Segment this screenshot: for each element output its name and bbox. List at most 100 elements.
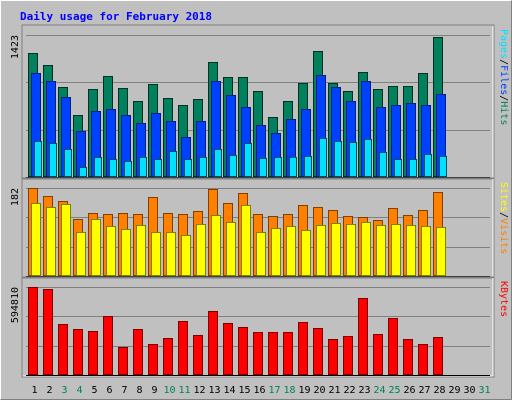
bar-kbytes-day-24	[373, 334, 383, 375]
bar-sites-day-25	[391, 224, 401, 276]
axis-max-label: 182	[10, 188, 21, 206]
bar-sites-day-15	[241, 205, 251, 276]
day-label-4: 4	[76, 385, 82, 396]
legend-sites: Sites	[498, 182, 509, 212]
day-label-22: 22	[343, 385, 355, 396]
bar-pages-day-12	[199, 157, 207, 177]
day-labels-group: 1 2 3 4 5 6 7 8 9 10 11 12 13 14 15 16 17 18 19 20 21 22 23 24 2…	[31, 385, 490, 396]
bar-sites-day-2	[46, 207, 56, 276]
bar-pages-day-11	[184, 159, 192, 177]
bar-kbytes-day-17	[268, 332, 278, 375]
bar-pages-day-4	[79, 167, 87, 177]
bar-kbytes-day-16	[253, 332, 263, 375]
panels-group: 1423 Pages/Files/Hits 182 Sites / Visits 59481…	[10, 24, 509, 378]
legend: KBytes	[498, 281, 509, 317]
day-label-1: 1	[31, 385, 37, 396]
bar-sites-day-17	[271, 228, 281, 276]
axis-max-label: 1423	[10, 35, 21, 59]
bar-sites-day-11	[181, 235, 191, 276]
panel-kbytes: 594810 KBytes	[10, 276, 509, 378]
bar-sites-day-23	[361, 222, 371, 276]
day-label-3: 3	[61, 385, 67, 396]
bar-pages-day-14	[229, 155, 237, 177]
legend-visits: Visits	[498, 218, 509, 254]
bar-pages-day-9	[154, 159, 162, 177]
panel-visits-sites: 182 Sites/Visits	[10, 177, 509, 279]
bar-pages-day-17	[274, 157, 282, 177]
bar-pages-day-5	[94, 157, 102, 177]
bar-kbytes-day-4	[73, 329, 83, 375]
day-label-6: 6	[106, 385, 112, 396]
day-label-8: 8	[136, 385, 142, 396]
bar-sites-day-10	[166, 232, 176, 276]
panel-hits-files-pages: 1423 Pages/Files/Hits	[10, 24, 509, 180]
bar-kbytes-day-21	[328, 339, 338, 375]
bar-pages-day-18	[289, 157, 297, 177]
day-label-26: 26	[403, 385, 415, 396]
day-label-28: 28	[433, 385, 445, 396]
bar-sites-day-26	[406, 225, 416, 276]
bar-pages-day-20	[319, 138, 327, 177]
bar-sites-day-21	[331, 223, 341, 276]
legend-separator: /	[498, 95, 509, 101]
legend-separator: /	[498, 59, 509, 65]
bar-kbytes-day-11	[178, 321, 188, 375]
bar-sites-day-6	[106, 226, 116, 276]
bar-pages-day-21	[334, 141, 342, 177]
bar-sites-day-3	[61, 204, 71, 276]
day-label-11: 11	[178, 385, 190, 396]
day-label-10: 10	[163, 385, 175, 396]
bar-sites-day-7	[121, 229, 131, 276]
bar-kbytes-day-15	[238, 327, 248, 375]
legend-hits: Hits	[498, 101, 509, 125]
bar-kbytes-day-8	[133, 329, 143, 375]
bar-sites-day-13	[211, 215, 221, 276]
bar-kbytes-day-10	[163, 338, 173, 375]
bar-kbytes-day-27	[418, 344, 428, 375]
legend-kbytes: KBytes	[498, 281, 509, 317]
bar-sites-day-22	[346, 224, 356, 276]
day-label-30: 30	[463, 385, 475, 396]
bar-kbytes-day-25	[388, 318, 398, 375]
day-label-31: 31	[478, 385, 490, 396]
bar-kbytes-day-18	[283, 332, 293, 375]
bar-pages-day-22	[349, 142, 357, 177]
bar-pages-day-15	[244, 143, 252, 177]
day-label-18: 18	[283, 385, 295, 396]
bar-pages-day-23	[364, 139, 372, 177]
day-label-7: 7	[121, 385, 127, 396]
day-label-23: 23	[358, 385, 370, 396]
bar-kbytes-day-14	[223, 323, 233, 375]
bar-pages-day-8	[139, 157, 147, 177]
bar-pages-day-24	[379, 152, 387, 177]
bar-pages-day-3	[64, 149, 72, 177]
bar-sites-day-12	[196, 224, 206, 276]
bar-sites-day-14	[226, 222, 236, 276]
bar-pages-day-27	[424, 154, 432, 177]
bar-pages-day-13	[214, 149, 222, 177]
legend: Pages/Files/Hits	[498, 29, 509, 125]
bar-sites-day-24	[376, 225, 386, 276]
day-label-21: 21	[328, 385, 340, 396]
bar-pages-day-1	[34, 141, 42, 177]
bar-kbytes-day-28	[433, 337, 443, 375]
day-label-19: 19	[298, 385, 310, 396]
bar-kbytes-day-2	[43, 289, 53, 375]
day-label-17: 17	[268, 385, 280, 396]
bar-sites-day-5	[91, 219, 101, 276]
day-label-9: 9	[151, 385, 157, 396]
bar-kbytes-day-5	[88, 331, 98, 375]
day-label-2: 2	[46, 385, 52, 396]
bar-pages-day-28	[439, 156, 447, 177]
day-label-12: 12	[193, 385, 205, 396]
bar-pages-day-26	[409, 159, 417, 177]
bar-kbytes-day-9	[148, 344, 158, 375]
bar-kbytes-day-26	[403, 339, 413, 375]
bar-kbytes-day-20	[313, 328, 323, 375]
day-label-16: 16	[253, 385, 265, 396]
bar-sites-day-16	[256, 232, 266, 276]
bar-sites-day-19	[301, 230, 311, 276]
bar-sites-day-8	[136, 225, 146, 276]
day-label-13: 13	[208, 385, 220, 396]
